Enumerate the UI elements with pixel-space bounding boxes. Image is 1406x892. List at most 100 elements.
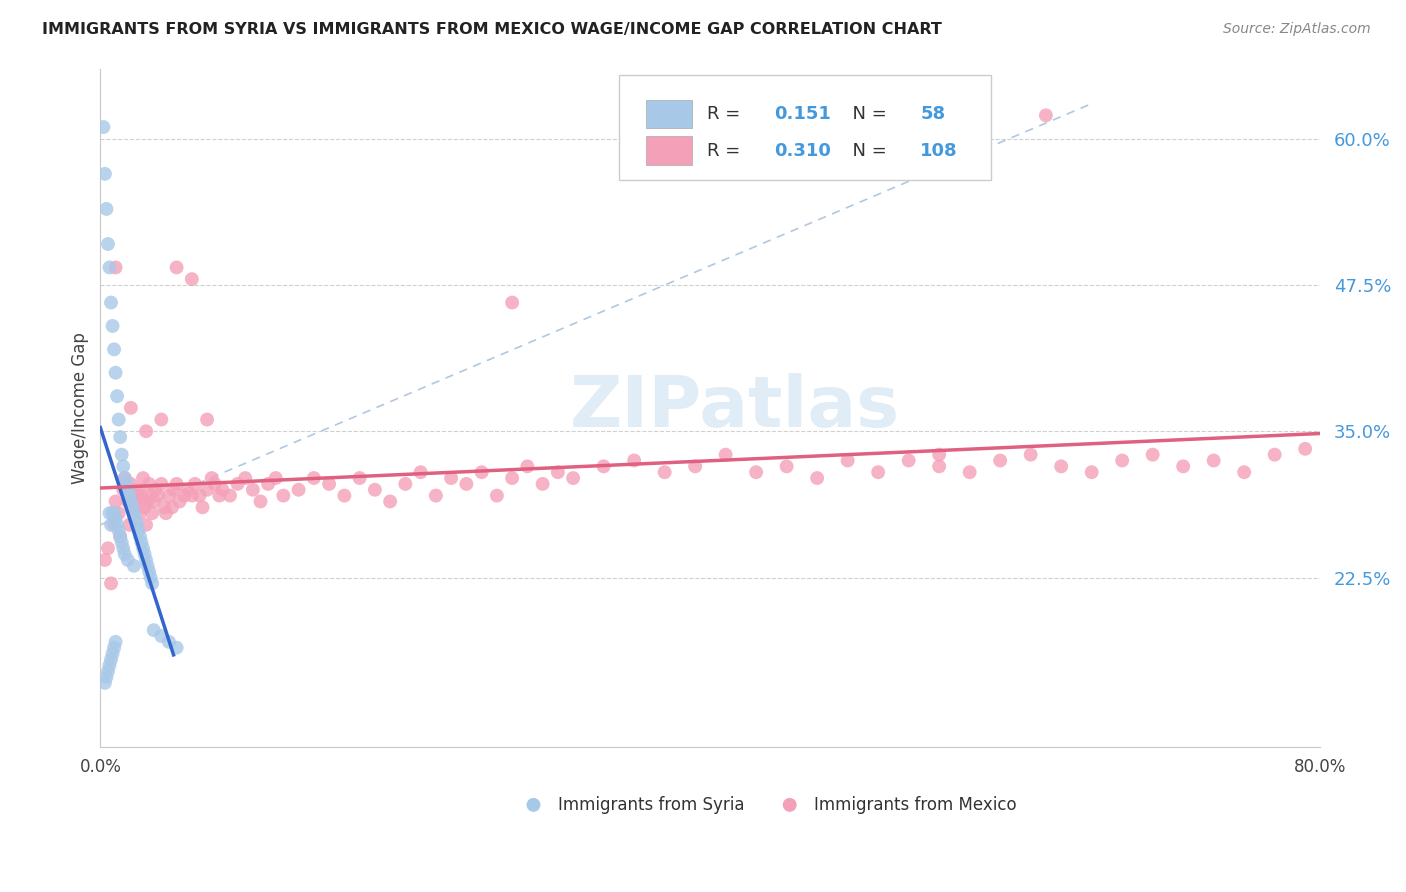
Point [103,640,125,655]
Text: 0.310: 0.310 [773,142,831,160]
Point [100,517,122,532]
Point [409,465,432,479]
Point [115,476,138,491]
Point [531,476,554,491]
Point [135,424,157,438]
Point [1111,453,1133,467]
Point [1050,459,1073,474]
Point [136,494,159,508]
Point [101,318,124,333]
Point [111,535,134,549]
Point [1142,448,1164,462]
Point [132,471,155,485]
Point [103,343,125,357]
Point [837,453,859,467]
Point [201,471,224,485]
Point [166,640,188,655]
Point [654,465,676,479]
Point [125,517,148,532]
Point [1202,453,1225,467]
Point [143,483,166,497]
Text: R =: R = [707,105,745,123]
Point [120,401,142,415]
Point [141,576,163,591]
Point [105,389,128,403]
Point [141,506,163,520]
Point [176,483,198,497]
Point [94,675,117,690]
Point [122,558,145,573]
Point [148,489,170,503]
Point [98,506,121,520]
Point [425,489,447,503]
Point [897,453,920,467]
Point [166,260,188,275]
Point [111,448,134,462]
Point [97,541,120,556]
Text: ZIPatlas: ZIPatlas [569,374,900,442]
Point [103,517,125,532]
Point [98,658,121,673]
Point [257,476,280,491]
Text: N =: N = [841,142,893,160]
Point [120,494,142,508]
Point [1035,108,1057,122]
Point [195,412,218,426]
Point [135,553,157,567]
Point [108,530,131,544]
Point [928,448,950,462]
Point [714,448,737,462]
Y-axis label: Wage/Income Gap: Wage/Income Gap [72,332,89,483]
Point [112,459,135,474]
Point [121,500,143,515]
Point [219,489,242,503]
Point [118,517,141,532]
Point [107,524,129,538]
Point [204,476,226,491]
Point [107,506,129,520]
Point [806,471,828,485]
Point [157,489,180,503]
Point [131,535,153,549]
Point [134,547,156,561]
Point [96,670,118,684]
Point [117,483,139,497]
Point [96,202,118,216]
Point [349,471,371,485]
Point [162,483,184,497]
Point [180,272,202,286]
Point [142,494,165,508]
Point [440,471,463,485]
Point [108,530,131,544]
Text: 108: 108 [921,142,957,160]
Point [131,489,153,503]
FancyBboxPatch shape [645,100,692,128]
Point [100,576,122,591]
Point [104,366,127,380]
Point [101,506,124,520]
Point [485,489,508,503]
Point [501,295,523,310]
Point [122,494,145,508]
Point [100,652,122,666]
Point [114,547,136,561]
Point [150,476,173,491]
Point [562,471,585,485]
Point [501,471,523,485]
Point [1294,442,1316,456]
Point [97,237,120,252]
Point [125,489,148,503]
Point [273,489,295,503]
Point [394,476,416,491]
Text: IMMIGRANTS FROM SYRIA VS IMMIGRANTS FROM MEXICO WAGE/INCOME GAP CORRELATION CHAR: IMMIGRANTS FROM SYRIA VS IMMIGRANTS FROM… [42,22,942,37]
Text: Source: ZipAtlas.com: Source: ZipAtlas.com [1223,22,1371,37]
Point [157,635,180,649]
Point [142,623,165,637]
FancyBboxPatch shape [645,136,692,165]
Point [287,483,309,497]
Point [135,517,157,532]
Point [1019,448,1042,462]
Point [105,517,128,532]
Point [180,489,202,503]
Point [132,541,155,556]
